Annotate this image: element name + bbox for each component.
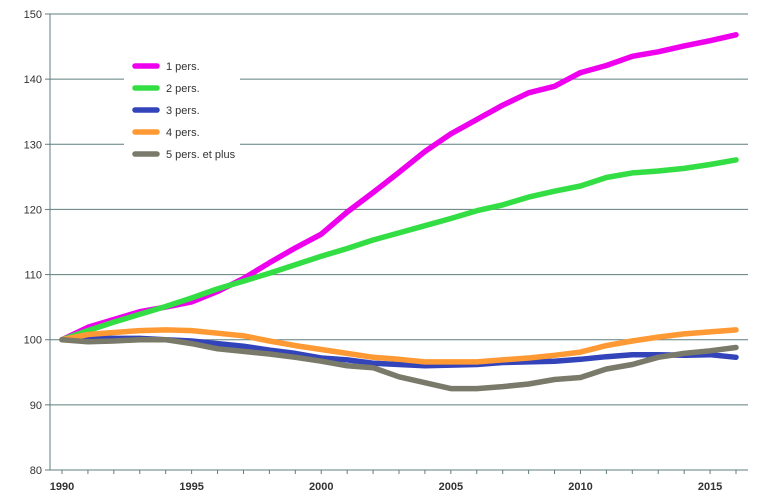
y-tick-label: 140: [24, 74, 42, 86]
x-tick-label: 1990: [50, 481, 74, 493]
x-tick-label: 2010: [568, 481, 592, 493]
legend-label: 1 pers.: [166, 61, 200, 73]
y-tick-label: 80: [30, 465, 42, 477]
y-tick-label: 120: [24, 204, 42, 216]
y-tick-label: 100: [24, 335, 42, 347]
x-tick-label: 2000: [309, 481, 333, 493]
y-axis-ticks: 80 90 100 110 120 130 140 150: [24, 9, 50, 477]
y-tick-label: 90: [30, 400, 42, 412]
legend: 1 pers. 2 pers. 3 pers. 4 pers. 5 pers. et p…: [124, 52, 240, 170]
legend-label: 4 pers.: [166, 127, 200, 139]
legend-label: 5 pers. et plus: [166, 149, 236, 161]
x-tick-label: 2015: [698, 481, 722, 493]
x-tick-label: 1995: [179, 481, 203, 493]
series-line-5: [59, 336, 739, 392]
y-tick-label: 150: [24, 9, 42, 21]
x-tick-label: 2005: [439, 481, 463, 493]
x-axis-ticks: 1990 1995 2000 2005 2010 2015: [50, 470, 737, 493]
legend-label: 2 pers.: [166, 83, 200, 95]
y-tick-label: 110: [24, 270, 42, 282]
series-lines: [59, 32, 739, 392]
y-tick-label: 130: [24, 139, 42, 151]
series-line-2: [59, 157, 739, 343]
legend-label: 3 pers.: [166, 105, 200, 117]
series-line-4: [59, 327, 739, 365]
